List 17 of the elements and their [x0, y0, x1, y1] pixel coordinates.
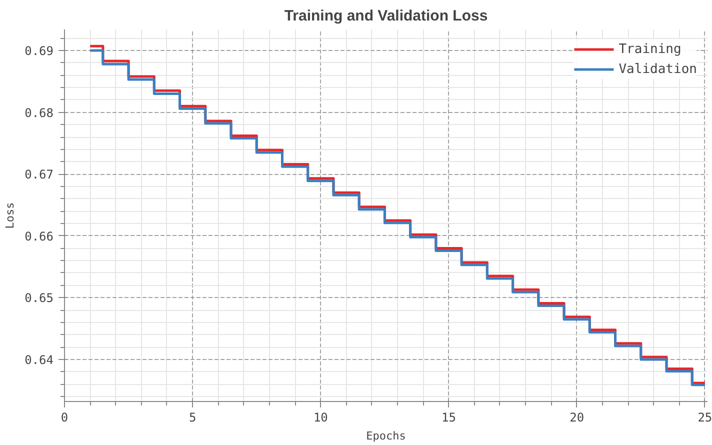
x-axis-title: Epochs: [366, 430, 406, 442]
x-tick-label: 0: [60, 410, 68, 424]
x-tick-label: 5: [188, 410, 196, 424]
x-tick-label: 10: [313, 410, 328, 424]
chart-title: Training and Validation Loss: [284, 8, 488, 24]
y-tick-label: 0.64: [24, 352, 54, 367]
legend-label: Training: [618, 42, 682, 56]
y-tick-label: 0.69: [24, 44, 54, 58]
x-tick-label: 20: [570, 410, 584, 424]
y-tick-label: 0.67: [24, 168, 54, 182]
x-tick-label: 15: [442, 410, 456, 424]
legend-label: Validation: [618, 62, 697, 76]
y-axis-title: Loss: [4, 202, 17, 229]
y-tick-label: 0.66: [24, 229, 54, 244]
x-tick-label: 25: [698, 410, 712, 424]
y-tick-label: 0.65: [24, 291, 54, 306]
y-tick-label: 0.68: [24, 106, 54, 120]
